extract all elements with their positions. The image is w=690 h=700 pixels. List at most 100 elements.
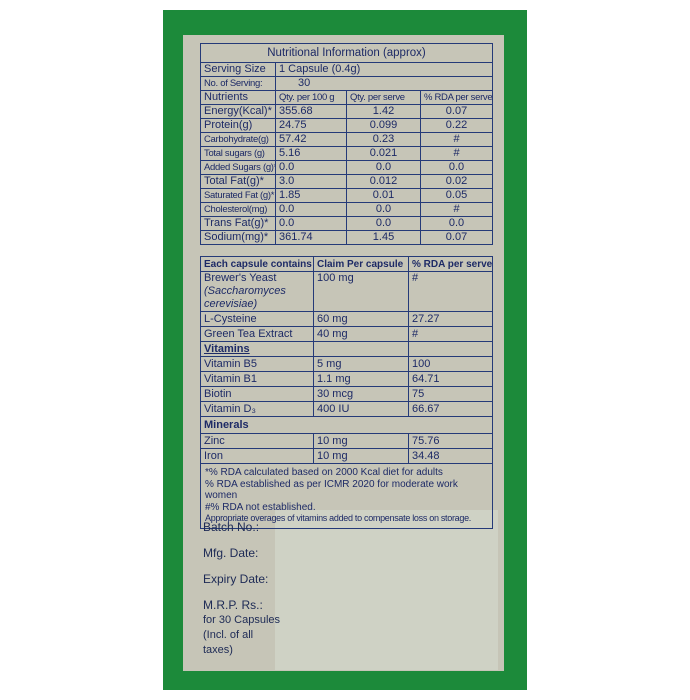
table-row: Total sugars (g) 5.16 0.021 # bbox=[200, 146, 494, 161]
footnote: *% RDA calculated based on 2000 Kcal die… bbox=[205, 467, 443, 478]
nutrition-table: Nutritional Information (approx) Serving… bbox=[199, 43, 494, 245]
table-cell: 1.85 bbox=[275, 188, 347, 203]
header-cell: % RDA per serve bbox=[419, 90, 494, 105]
table-cell: 64.71 bbox=[408, 371, 493, 387]
minerals-label: Minerals bbox=[200, 416, 493, 434]
ingredient-name: Brewer's Yeast bbox=[204, 272, 277, 285]
table-cell: Protein(g) bbox=[200, 118, 276, 133]
table-cell: 1.45 bbox=[346, 230, 421, 245]
table-cell: Iron bbox=[200, 448, 314, 464]
table-cell: Biotin bbox=[200, 386, 314, 402]
header-cell: Claim Per capsule bbox=[313, 256, 409, 272]
footnote: #% RDA not established. bbox=[205, 501, 316, 513]
table-row: Trans Fat(g)* 0.0 0.0 0.0 bbox=[200, 216, 494, 231]
table-row: Biotin 30 mcg 75 bbox=[200, 386, 493, 402]
nutrition-title: Nutritional Information (approx) bbox=[199, 43, 494, 63]
table-cell: 0.02 bbox=[419, 174, 494, 189]
table-cell: 400 IU bbox=[313, 401, 409, 417]
table-row: Carbohydrate(g) 57.42 0.23 # bbox=[200, 132, 494, 147]
table-cell: 60 mg bbox=[313, 311, 409, 327]
table-cell: 30 mcg bbox=[313, 386, 409, 402]
table-cell: 0.0 bbox=[275, 216, 347, 231]
table-cell: 75 bbox=[408, 386, 493, 402]
mrp-line: (Incl. of all bbox=[203, 629, 254, 641]
table-cell: 0.0 bbox=[275, 202, 347, 217]
table-cell: 0.07 bbox=[419, 104, 494, 119]
footnote: Appropriate overages of vitamins added t… bbox=[205, 513, 471, 523]
table-cell: 0.012 bbox=[346, 174, 421, 189]
mfg-date-label: Mfg. Date: bbox=[203, 546, 259, 560]
table-cell: 5.16 bbox=[275, 146, 347, 161]
table-cell: 3.0 bbox=[275, 174, 347, 189]
table-row: Zinc 10 mg 75.76 bbox=[200, 433, 493, 449]
mrp-line: for 30 Capsules bbox=[203, 614, 281, 626]
table-cell: L-Cysteine bbox=[200, 311, 314, 327]
servings-label: No. of Serving: bbox=[200, 76, 276, 91]
table-cell: # bbox=[419, 146, 494, 161]
table-cell: Added Sugars (g)* bbox=[200, 160, 276, 175]
table-cell: Sodium(mg)* bbox=[200, 230, 276, 245]
table-cell: 0.0 bbox=[275, 160, 347, 175]
table-cell: 0.07 bbox=[419, 230, 494, 245]
table-cell: 34.48 bbox=[408, 448, 493, 464]
table-row: Sodium(mg)* 361.74 1.45 0.07 bbox=[200, 230, 494, 245]
expiry-date-label: Expiry Date: bbox=[203, 572, 269, 586]
table-cell: 0.0 bbox=[419, 216, 494, 231]
ingredient-latin: (Saccharomyces cerevisiae) bbox=[204, 285, 286, 310]
table-row: Saturated Fat (g)* 1.85 0.01 0.05 bbox=[200, 188, 494, 203]
table-row: Green Tea Extract 40 mg # bbox=[200, 326, 493, 342]
footnotes: *% RDA calculated based on 2000 Kcal die… bbox=[200, 463, 493, 529]
table-cell: 0.22 bbox=[419, 118, 494, 133]
table-row: Added Sugars (g)* 0.0 0.0 0.0 bbox=[200, 160, 494, 175]
table-row: Vitamin B1 1.1 mg 64.71 bbox=[200, 371, 493, 387]
table-cell: 27.27 bbox=[408, 311, 493, 327]
table-cell: 0.0 bbox=[346, 216, 421, 231]
table-cell: 0.021 bbox=[346, 146, 421, 161]
mrp-line: taxes) bbox=[203, 644, 233, 656]
table-row: Cholesterol(mg) 0.0 0.0 # bbox=[200, 202, 494, 217]
table-cell: 10 mg bbox=[313, 448, 409, 464]
table-cell: 66.67 bbox=[408, 401, 493, 417]
table-cell: 355.68 bbox=[275, 104, 347, 119]
header-cell: Qty. per 100 g bbox=[275, 90, 347, 105]
rda: # bbox=[408, 271, 493, 312]
vitamins-label: Vitamins bbox=[200, 341, 314, 357]
table-cell: Saturated Fat (g)* bbox=[200, 188, 276, 203]
servings: 30 bbox=[274, 76, 494, 91]
header-cell: Nutrients bbox=[200, 90, 276, 105]
table-cell: # bbox=[419, 202, 494, 217]
batch-print-area bbox=[275, 510, 498, 670]
table-row: Total Fat(g)* 3.0 0.012 0.02 bbox=[200, 174, 494, 189]
table-cell: Green Tea Extract bbox=[200, 326, 314, 342]
table-row: Brewer's Yeast (Saccharomyces cerevisiae)… bbox=[200, 271, 493, 312]
capsule-contents-table: Each capsule contains Claim Per capsule … bbox=[200, 256, 493, 529]
table-cell: Vitamin D₃ bbox=[200, 401, 314, 417]
claim: 100 mg bbox=[313, 271, 409, 312]
table-cell: 361.74 bbox=[275, 230, 347, 245]
table-cell: 100 bbox=[408, 356, 493, 372]
table-row: Energy(Kcal)* 355.68 1.42 0.07 bbox=[200, 104, 494, 119]
table-row: L-Cysteine 60 mg 27.27 bbox=[200, 311, 493, 327]
table-cell: Vitamin B1 bbox=[200, 371, 314, 387]
table-cell: 0.0 bbox=[346, 202, 421, 217]
mrp-label: M.R.P. Rs.: for 30 Capsules (Incl. of al… bbox=[203, 598, 280, 658]
table-row: Vitamin D₃ 400 IU 66.67 bbox=[200, 401, 493, 417]
table-cell: Vitamin B5 bbox=[200, 356, 314, 372]
table-row: Protein(g) 24.75 0.099 0.22 bbox=[200, 118, 494, 133]
table-cell: Energy(Kcal)* bbox=[200, 104, 276, 119]
table-cell: Cholesterol(mg) bbox=[200, 202, 276, 217]
table-row: Vitamin B5 5 mg 100 bbox=[200, 356, 493, 372]
table-cell: Zinc bbox=[200, 433, 314, 449]
table-cell: 57.42 bbox=[275, 132, 347, 147]
header-cell: Qty. per serve bbox=[346, 90, 421, 105]
serving-size: 1 Capsule (0.4g) bbox=[274, 62, 494, 77]
header-cell: Each capsule contains bbox=[200, 256, 314, 272]
table-cell: 0.0 bbox=[346, 160, 421, 175]
table-cell: Carbohydrate(g) bbox=[200, 132, 276, 147]
table-cell: 75.76 bbox=[408, 433, 493, 449]
table-row: Iron 10 mg 34.48 bbox=[200, 448, 493, 464]
table-cell: 1.42 bbox=[346, 104, 421, 119]
footnote: % RDA established as per ICMR 2020 for m… bbox=[205, 478, 458, 502]
table-cell: # bbox=[419, 132, 494, 147]
serving-size-label: Serving Size bbox=[200, 62, 276, 77]
